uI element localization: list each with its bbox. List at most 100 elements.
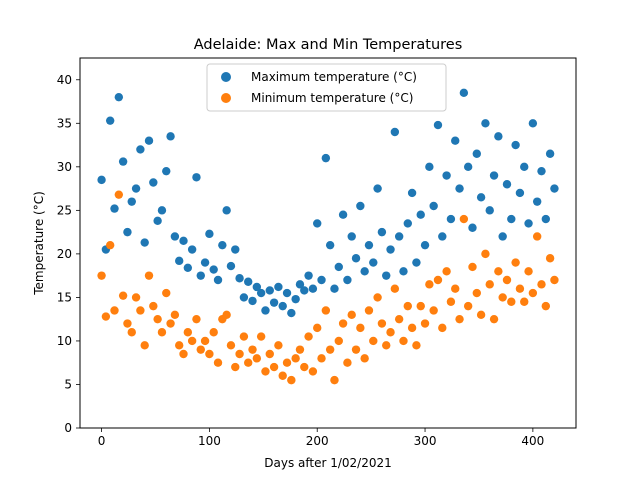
point-max-temp — [537, 166, 546, 176]
point-max-temp — [446, 214, 456, 224]
point-min-temp — [459, 214, 469, 224]
point-max-temp — [265, 286, 274, 295]
point-max-temp — [515, 188, 525, 198]
point-min-temp — [442, 267, 451, 276]
point-min-temp — [511, 258, 520, 267]
point-min-temp — [507, 297, 516, 306]
point-max-temp — [485, 206, 494, 215]
point-max-temp — [438, 232, 447, 241]
point-min-temp — [476, 310, 486, 320]
legend-marker-max — [221, 72, 231, 82]
point-max-temp — [205, 229, 214, 239]
point-max-temp — [200, 258, 210, 267]
point-max-temp — [118, 157, 128, 166]
point-min-temp — [110, 306, 119, 315]
point-max-temp — [343, 275, 352, 285]
point-min-temp — [274, 341, 283, 350]
point-min-temp — [118, 291, 128, 300]
point-min-temp — [498, 293, 507, 302]
point-min-temp — [308, 367, 318, 376]
point-max-temp — [291, 294, 300, 304]
point-min-temp — [252, 354, 262, 363]
point-min-temp — [105, 240, 115, 250]
point-min-temp — [157, 328, 167, 337]
point-min-temp — [265, 349, 274, 359]
point-min-temp — [136, 306, 145, 315]
point-max-temp — [114, 92, 124, 102]
point-min-temp — [244, 358, 253, 367]
y-tick-label: 25 — [57, 203, 72, 217]
point-max-temp — [399, 267, 408, 276]
point-max-temp — [507, 214, 516, 224]
x-axis-label: Days after 1/02/2021 — [264, 456, 392, 470]
point-min-temp — [222, 310, 231, 320]
point-max-temp — [330, 284, 339, 293]
point-max-temp — [105, 116, 115, 125]
point-max-temp — [256, 288, 266, 298]
point-max-temp — [282, 288, 292, 298]
point-max-temp — [494, 132, 503, 141]
point-min-temp — [481, 249, 490, 259]
point-max-temp — [313, 219, 322, 228]
point-max-temp — [222, 206, 231, 215]
point-min-temp — [101, 312, 111, 321]
point-min-temp — [399, 336, 408, 346]
points-layer — [97, 88, 559, 385]
x-tick-label: 0 — [98, 434, 106, 448]
point-min-temp — [468, 262, 477, 272]
point-max-temp — [110, 204, 119, 213]
point-max-temp — [541, 214, 551, 224]
point-min-temp — [373, 293, 382, 302]
point-max-temp — [308, 284, 318, 293]
point-max-temp — [187, 245, 197, 254]
point-min-temp — [321, 306, 331, 315]
point-max-temp — [481, 119, 490, 128]
point-max-temp — [463, 162, 473, 172]
y-tick-label: 30 — [57, 160, 72, 174]
point-max-temp — [459, 88, 469, 98]
point-max-temp — [386, 245, 395, 254]
point-max-temp — [468, 223, 477, 232]
point-max-temp — [131, 184, 141, 193]
point-min-temp — [412, 341, 421, 350]
point-min-temp — [463, 301, 473, 311]
point-max-temp — [278, 301, 287, 311]
point-max-temp — [429, 201, 438, 211]
point-max-temp — [295, 280, 305, 289]
point-min-temp — [131, 293, 141, 302]
point-min-temp — [390, 284, 400, 293]
point-max-temp — [239, 293, 249, 302]
point-max-temp — [317, 275, 326, 285]
point-max-temp — [157, 206, 167, 215]
point-max-temp — [183, 263, 193, 273]
point-max-temp — [347, 232, 356, 241]
point-max-temp — [390, 127, 400, 137]
point-min-temp — [403, 301, 412, 311]
point-min-temp — [149, 301, 158, 311]
point-max-temp — [338, 210, 348, 219]
y-tick-label: 10 — [57, 334, 72, 348]
point-max-temp — [209, 265, 218, 274]
point-max-temp — [261, 306, 270, 315]
point-min-temp — [369, 336, 378, 346]
point-min-temp — [494, 267, 503, 276]
x-tick-label: 400 — [521, 434, 544, 448]
point-max-temp — [520, 162, 529, 172]
point-max-temp — [442, 171, 451, 180]
point-max-temp — [127, 197, 136, 206]
legend-marker-min — [221, 93, 231, 103]
point-max-temp — [218, 240, 227, 250]
point-max-temp — [244, 277, 253, 286]
point-max-temp — [136, 145, 145, 154]
point-max-temp — [455, 184, 464, 193]
point-min-temp — [209, 328, 218, 337]
y-tick-label: 15 — [57, 290, 72, 304]
point-min-temp — [325, 345, 335, 354]
point-min-temp — [347, 310, 356, 320]
point-max-temp — [97, 175, 106, 185]
point-max-temp — [382, 271, 391, 280]
point-max-temp — [300, 286, 309, 295]
point-min-temp — [485, 280, 494, 289]
point-min-temp — [313, 323, 322, 333]
point-min-temp — [550, 275, 559, 285]
